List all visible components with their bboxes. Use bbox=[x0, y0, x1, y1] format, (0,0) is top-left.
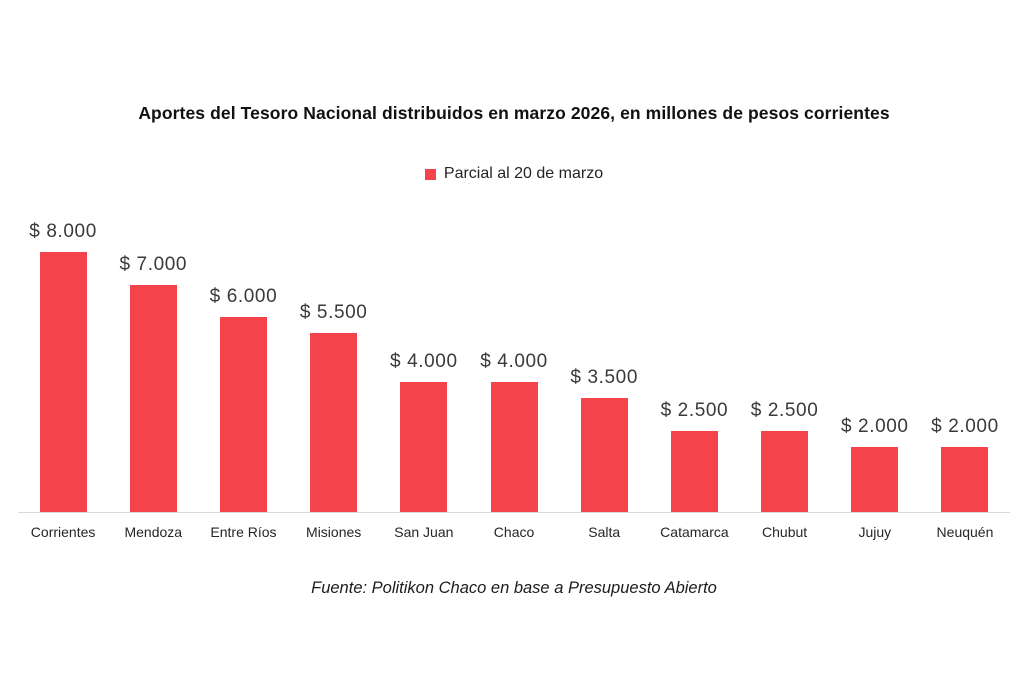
x-axis-label-salta: Salta bbox=[588, 524, 621, 540]
bar-value-label: $ 7.000 bbox=[119, 253, 188, 275]
bar-entre-rios bbox=[219, 317, 267, 512]
bar-value-label: $ 6.000 bbox=[209, 286, 278, 307]
bar-jujuy bbox=[851, 447, 899, 512]
bar-chaco bbox=[490, 382, 538, 512]
x-axis-label-neuquen: Neuquén bbox=[936, 524, 994, 540]
bar-value-label: $ 5.500 bbox=[299, 302, 368, 324]
legend: Parcial al 20 de marzo bbox=[0, 165, 1028, 183]
bar-salta bbox=[580, 398, 628, 512]
chart-title: Aportes del Tesoro Nacional distribuidos… bbox=[138, 103, 890, 123]
x-axis-label-entre-rios: Entre Ríos bbox=[210, 524, 277, 540]
x-axis-label-chubut: Chubut bbox=[762, 524, 808, 540]
x-axis-labels: Corrientes Mendoza Entre Ríos Misiones San J… bbox=[18, 524, 1010, 540]
bar-slot-mendoza: $ 7.000 bbox=[108, 253, 198, 512]
bar-value-label: $ 8.000 bbox=[29, 221, 97, 242]
bar-chubut bbox=[761, 430, 809, 512]
plot-area: $ 8.000 $ 7.000 $ 6.000 $ 5.500 $ 4.000 $ 4.0… bbox=[18, 211, 1010, 513]
bar-slot-entre-rios: $ 6.000 bbox=[198, 286, 288, 512]
bar-misiones bbox=[310, 333, 358, 512]
x-axis-label-misiones: Misiones bbox=[306, 524, 362, 540]
bar-san-juan bbox=[400, 382, 448, 512]
bar-slot-chaco: $ 4.000 bbox=[469, 351, 559, 512]
bar-slot-salta: $ 3.500 bbox=[559, 367, 649, 512]
source-caption: Fuente: Politikon Chaco en base a Presup… bbox=[311, 579, 717, 597]
bar-value-label: $ 2.000 bbox=[931, 416, 999, 437]
x-axis-label-chaco: Chaco bbox=[493, 524, 535, 540]
bar-slot-jujuy: $ 2.000 bbox=[830, 416, 920, 512]
bar-slot-chubut: $ 2.500 bbox=[740, 400, 830, 512]
bar-slot-neuquen: $ 2.000 bbox=[920, 416, 1010, 512]
x-axis-label-corrientes: Corrientes bbox=[30, 524, 96, 540]
bar-slot-san-juan: $ 4.000 bbox=[379, 351, 469, 512]
x-axis-label-jujuy: Jujuy bbox=[858, 524, 892, 540]
x-axis-label-san-juan: San Juan bbox=[394, 524, 454, 540]
bar-corrientes bbox=[39, 252, 87, 512]
legend-label: Parcial al 20 de marzo bbox=[443, 165, 604, 182]
x-axis-label-mendoza: Mendoza bbox=[124, 524, 183, 540]
bar-slot-corrientes: $ 8.000 bbox=[18, 221, 108, 512]
bar-value-label: $ 3.500 bbox=[570, 367, 639, 389]
bar-value-label: $ 2.500 bbox=[750, 399, 819, 421]
bar-slot-catamarca: $ 2.500 bbox=[649, 400, 739, 512]
bar-mendoza bbox=[129, 284, 177, 512]
bar-slot-misiones: $ 5.500 bbox=[289, 302, 379, 512]
bar-value-label: $ 2.500 bbox=[660, 399, 729, 421]
bar-neuquen bbox=[941, 447, 989, 512]
bar-value-label: $ 4.000 bbox=[390, 351, 458, 372]
x-axis-label-catamarca: Catamarca bbox=[660, 524, 729, 540]
bar-value-label: $ 4.000 bbox=[480, 351, 548, 372]
bar-value-label: $ 2.000 bbox=[840, 416, 909, 437]
legend-swatch-icon bbox=[424, 168, 436, 180]
bar-catamarca bbox=[670, 430, 718, 512]
